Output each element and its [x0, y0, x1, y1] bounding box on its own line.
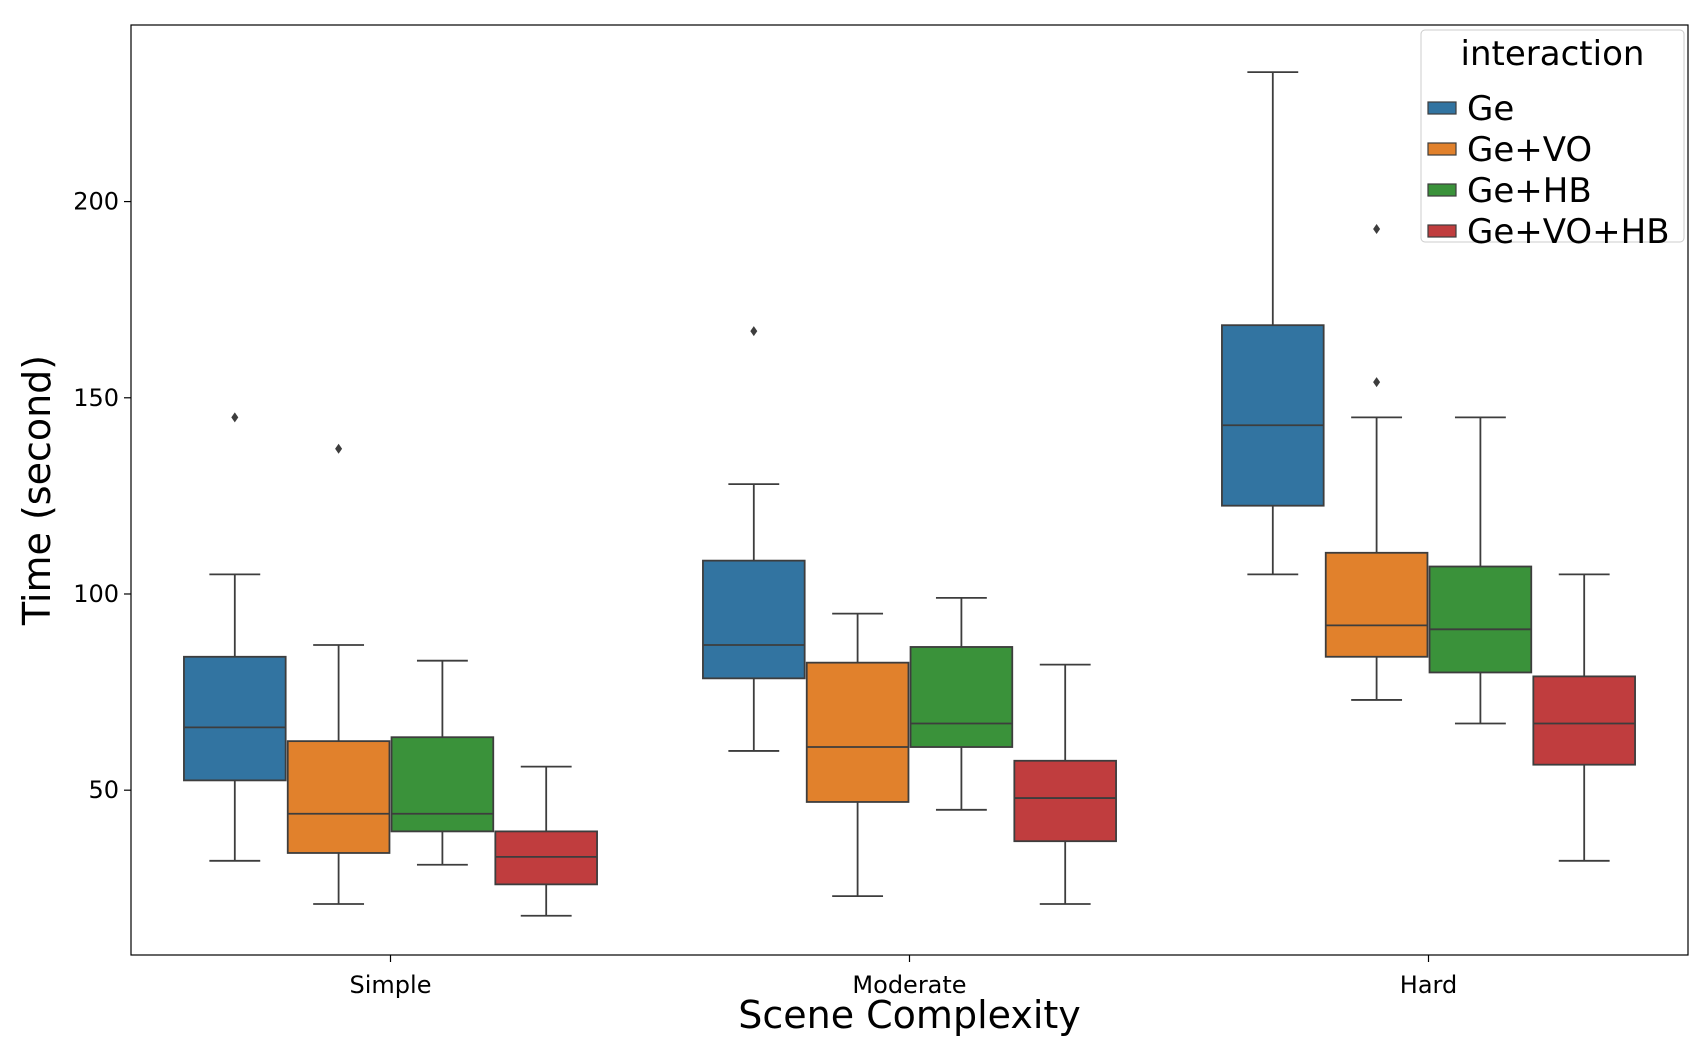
x-tick-label: Moderate	[852, 971, 966, 999]
iqr-box	[1428, 565, 1533, 674]
x-tick-label: Simple	[350, 971, 432, 999]
x-tick-label: Hard	[1400, 971, 1457, 999]
y-axis-title: Time (second)	[15, 355, 59, 626]
box-Ge-Simple	[183, 412, 287, 862]
box-Ge+VO+HB-Simple	[494, 765, 598, 917]
outlier-point	[1373, 224, 1381, 235]
legend-frame	[1420, 29, 1685, 243]
iqr-box	[1221, 324, 1325, 507]
x-axis-title: Scene Complexity	[738, 993, 1081, 1037]
outlier-point	[750, 326, 758, 337]
legend-swatch	[1427, 101, 1457, 115]
y-axis: 50 100 150 200	[73, 188, 131, 804]
y-tick-label: 50	[88, 776, 119, 804]
legend-item-Ge+VO: Ge+VO	[1427, 130, 1592, 170]
iqr-box	[390, 736, 495, 833]
box-Ge+HB-Moderate	[909, 597, 1014, 811]
iqr-box	[805, 661, 910, 803]
box-Ge-Hard	[1221, 71, 1325, 576]
legend-swatch	[1427, 183, 1457, 197]
iqr-box	[1324, 551, 1429, 658]
box-Ge-Moderate	[702, 326, 806, 752]
iqr-box	[909, 646, 1014, 748]
iqr-box	[702, 559, 806, 680]
legend-label: Ge+VO	[1467, 130, 1592, 170]
legend-item-Ge+HB: Ge+HB	[1427, 171, 1592, 211]
iqr-box	[1532, 675, 1636, 766]
legend-item-Ge: Ge	[1427, 89, 1514, 129]
y-tick-label: 100	[73, 580, 119, 608]
outlier-point	[1373, 377, 1381, 388]
legend-label: Ge+VO+HB	[1467, 212, 1670, 252]
iqr-box	[286, 740, 391, 854]
x-axis: Simple Moderate Hard	[350, 955, 1457, 999]
box-Ge+VO+HB-Hard	[1532, 573, 1636, 862]
box-Ge+VO-Simple	[286, 443, 391, 905]
y-tick-label: 150	[73, 384, 119, 412]
outlier-point	[231, 412, 239, 423]
legend-item-Ge+VO+HB: Ge+VO+HB	[1427, 212, 1670, 252]
iqr-box	[183, 655, 287, 782]
plot-area	[183, 71, 1636, 917]
box-Ge+VO+HB-Moderate	[1013, 663, 1117, 905]
outlier-point	[335, 443, 343, 454]
legend-swatch	[1427, 224, 1457, 238]
box-Ge+HB-Simple	[390, 659, 495, 866]
legend-title: interaction	[1461, 34, 1645, 74]
box-Ge+VO-Hard	[1324, 224, 1429, 701]
legend-label: Ge+HB	[1467, 171, 1592, 211]
y-tick-label: 200	[73, 188, 119, 216]
iqr-box	[494, 830, 598, 886]
box-Ge+VO-Moderate	[805, 612, 910, 898]
legend-label: Ge	[1467, 89, 1514, 129]
legend-swatch	[1427, 142, 1457, 156]
box-Ge+HB-Hard	[1428, 416, 1533, 725]
iqr-box	[1013, 759, 1117, 843]
